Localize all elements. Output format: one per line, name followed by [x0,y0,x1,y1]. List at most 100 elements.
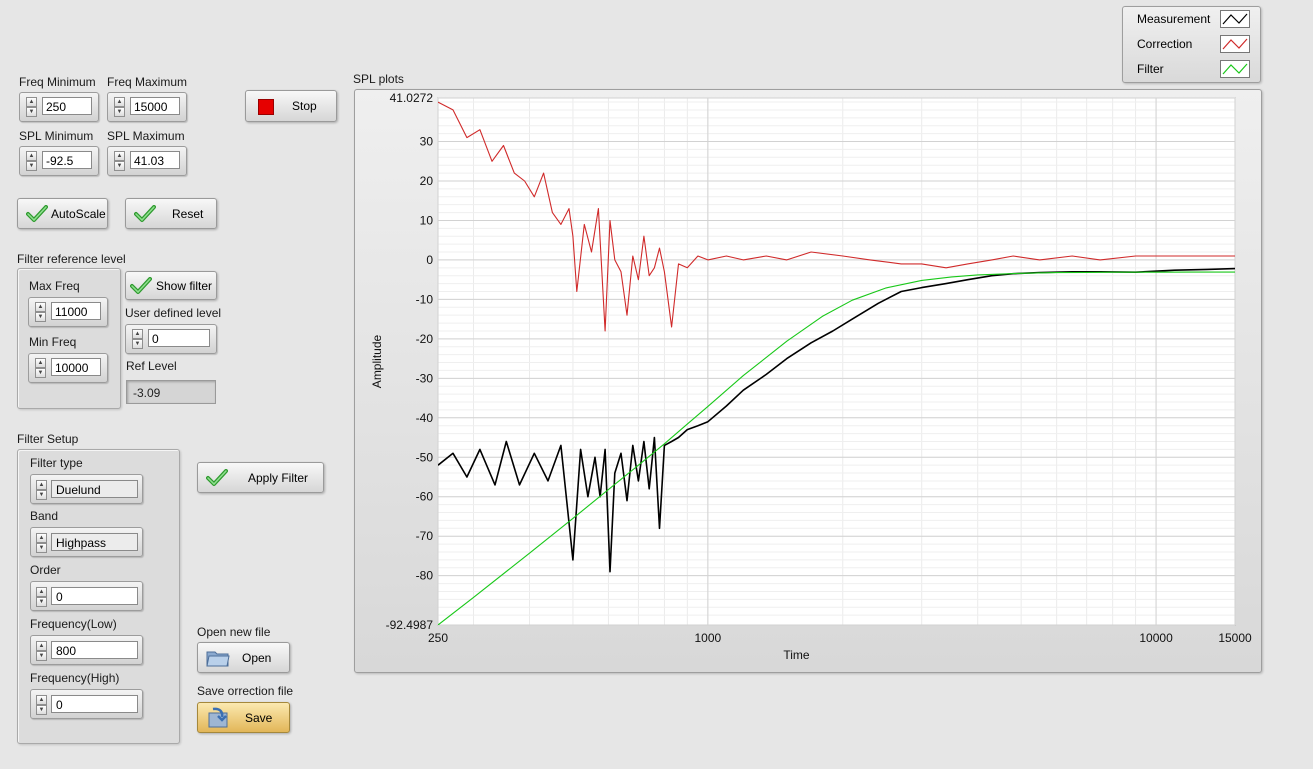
spl-min-control[interactable]: ▲ ▼ -92.5 [19,146,99,176]
increment-icon[interactable]: ▲ [36,641,47,651]
autoscale-button-label: AutoScale [51,206,106,221]
y-tick-label: 20 [420,174,434,188]
y-tick-label: -40 [416,411,434,425]
open-button[interactable]: Open [197,642,290,673]
x-axis-title: Time [783,648,810,662]
freq-low-label: Frequency(Low) [30,617,117,631]
spl-max-input[interactable]: 41.03 [130,151,180,169]
increment-icon[interactable]: ▲ [26,97,37,107]
filter-type-select[interactable]: ▲ ▼ Duelund [30,474,143,504]
decrement-icon[interactable]: ▼ [36,490,47,500]
max-freq-input[interactable]: 11000 [51,302,101,320]
decrement-icon[interactable]: ▼ [114,107,125,117]
decrement-icon[interactable]: ▼ [26,107,37,117]
stop-button-label: Stop [292,99,317,113]
y-tick-label: -92.4987 [386,618,434,632]
user-level-spinner[interactable]: ▲ ▼ [132,329,143,349]
decrement-icon[interactable]: ▼ [132,339,143,349]
increment-icon[interactable]: ▲ [36,480,47,490]
decrement-icon[interactable]: ▼ [36,543,47,553]
legend-correction-swatch [1220,35,1250,53]
freq-max-spinner[interactable]: ▲ ▼ [114,97,125,117]
stop-button[interactable]: Stop [245,90,337,122]
increment-icon[interactable]: ▲ [114,151,125,161]
y-tick-label: -60 [416,490,434,504]
max-freq-label: Max Freq [29,279,80,293]
increment-icon[interactable]: ▲ [35,302,46,312]
decrement-icon[interactable]: ▼ [26,161,37,171]
y-tick-label: -10 [416,292,434,306]
spl-min-input[interactable]: -92.5 [42,151,92,169]
checkmark-icon [26,205,48,222]
freq-min-control[interactable]: ▲ ▼ 250 [19,92,99,122]
increment-icon[interactable]: ▲ [114,97,125,107]
min-freq-control[interactable]: ▲ ▼ 10000 [28,353,108,383]
decrement-icon[interactable]: ▼ [35,312,46,322]
legend-filter-swatch [1220,60,1250,78]
user-level-label: User defined level [125,306,222,320]
freq-low-spinner[interactable]: ▲ ▼ [36,641,47,661]
y-tick-label: 0 [426,253,433,267]
max-freq-control[interactable]: ▲ ▼ 11000 [28,297,108,327]
max-freq-spinner[interactable]: ▲ ▼ [35,302,46,322]
order-spinner[interactable]: ▲ ▼ [36,587,47,607]
show-filter-button[interactable]: Show filter [125,271,217,300]
checkmark-icon [134,205,156,222]
freq-low-control[interactable]: ▲ ▼ 800 [30,635,143,665]
spl-min-spinner[interactable]: ▲ ▼ [26,151,37,171]
spl-chart[interactable]: -92.4987 -80 -70 -60 -50 -40 -30 -20 -10 0 10 20 30 4… [355,90,1261,672]
spl-max-spinner[interactable]: ▲ ▼ [114,151,125,171]
x-tick-label: 250 [428,631,448,645]
apply-filter-button[interactable]: Apply Filter [197,462,324,493]
decrement-icon[interactable]: ▼ [36,651,47,661]
open-file-label: Open new file [197,625,271,639]
band-select[interactable]: ▲ ▼ Highpass [30,527,143,557]
increment-icon[interactable]: ▲ [36,695,47,705]
spl-plot[interactable]: -92.4987 -80 -70 -60 -50 -40 -30 -20 -10 0 10 20 30 4… [354,89,1262,673]
increment-icon[interactable]: ▲ [36,533,47,543]
decrement-icon[interactable]: ▼ [36,705,47,715]
apply-filter-button-label: Apply Filter [248,470,309,485]
filter-setup-title: Filter Setup [17,432,79,446]
decrement-icon[interactable]: ▼ [114,161,125,171]
min-freq-label: Min Freq [29,335,77,349]
checkmark-icon [206,469,228,486]
freq-max-control[interactable]: ▲ ▼ 15000 [107,92,187,122]
decrement-icon[interactable]: ▼ [36,597,47,607]
stop-icon [258,99,274,115]
spl-max-control[interactable]: ▲ ▼ 41.03 [107,146,187,176]
increment-icon[interactable]: ▲ [132,329,143,339]
increment-icon[interactable]: ▲ [35,358,46,368]
save-button-label: Save [245,710,273,725]
open-button-label: Open [242,650,272,665]
order-label: Order [30,563,61,577]
user-level-input[interactable]: 0 [148,329,210,347]
y-tick-label: 30 [420,135,434,149]
user-level-control[interactable]: ▲ ▼ 0 [125,324,217,354]
autoscale-button[interactable]: AutoScale [17,198,108,229]
series-correction-line [438,101,1235,332]
freq-low-input[interactable]: 800 [51,641,138,659]
freq-high-input[interactable]: 0 [51,695,138,713]
band-value[interactable]: Highpass [51,533,138,551]
freq-max-input[interactable]: 15000 [130,97,180,115]
reset-button[interactable]: Reset [125,198,217,229]
increment-icon[interactable]: ▲ [26,151,37,161]
filter-type-value[interactable]: Duelund [51,480,138,498]
min-freq-spinner[interactable]: ▲ ▼ [35,358,46,378]
y-tick-label: -50 [416,450,434,464]
freq-min-input[interactable]: 250 [42,97,92,115]
save-button[interactable]: Save [197,702,290,733]
order-control[interactable]: ▲ ▼ 0 [30,581,143,611]
min-freq-input[interactable]: 10000 [51,358,101,376]
freq-high-spinner[interactable]: ▲ ▼ [36,695,47,715]
decrement-icon[interactable]: ▼ [35,368,46,378]
spl-max-label: SPL Maximum [107,129,185,143]
order-input[interactable]: 0 [51,587,138,605]
band-spinner[interactable]: ▲ ▼ [36,533,47,553]
filter-type-spinner[interactable]: ▲ ▼ [36,480,47,500]
freq-min-spinner[interactable]: ▲ ▼ [26,97,37,117]
freq-high-control[interactable]: ▲ ▼ 0 [30,689,143,719]
plot-legend: Measurement Correction Filter [1122,6,1261,83]
increment-icon[interactable]: ▲ [36,587,47,597]
